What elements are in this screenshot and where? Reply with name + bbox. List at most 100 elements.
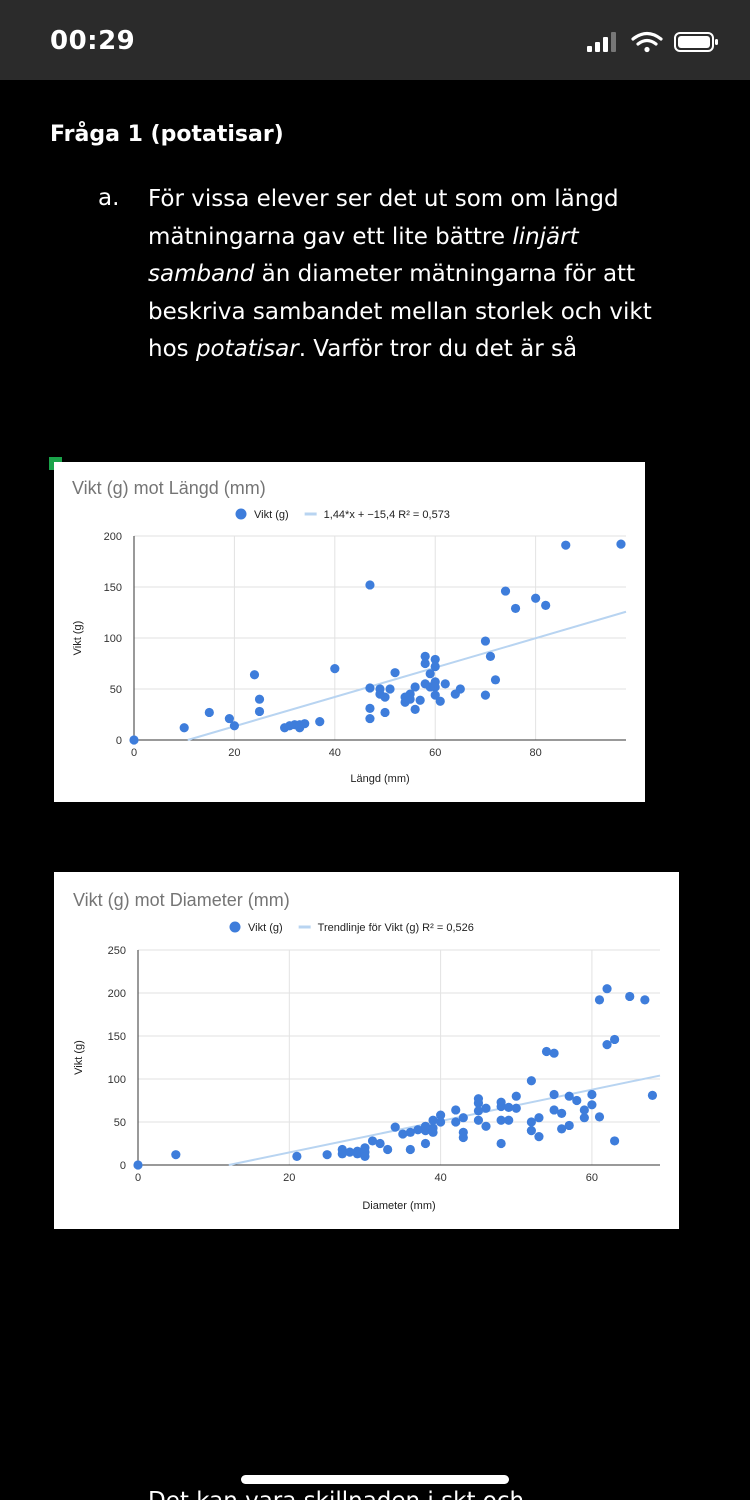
data-point [365,580,375,590]
data-point [579,1105,589,1115]
question-segment: hos [148,336,196,362]
legend-label-trendline: Trendlinje för Vikt (g) R² = 0,526 [318,922,474,934]
data-point [430,654,440,665]
data-point [428,1115,438,1125]
data-point [504,1102,514,1112]
data-point [420,658,430,669]
data-point [380,707,390,718]
data-point [564,1091,574,1101]
data-point [549,1089,559,1100]
legend-marker-points [229,921,241,933]
data-point [375,1138,385,1149]
legend-marker-points [235,508,247,520]
data-point [129,735,139,745]
data-point [420,651,430,661]
question-segment: . Varför tror du det är så [298,336,578,362]
data-point [390,668,400,678]
data-point [511,1091,521,1101]
data-point [616,539,626,549]
data-point [473,1098,484,1108]
x-tick-label: 40 [434,1172,446,1184]
data-point [365,713,375,724]
y-tick-label: 50 [110,684,122,696]
status-icons [587,31,718,53]
data-point [541,1046,552,1057]
data-point [625,991,635,1002]
question-line: För vissa elever ser det ut som om längd [148,181,708,219]
question-line: beskriva sambandet mellan storlek och vi… [148,294,708,332]
data-point [367,1136,378,1146]
data-point [541,600,551,610]
chart-weight-vs-length[interactable]: Vikt (g) mot Längd (mm) 0 50 100 150 200 0 20 40… [54,462,645,802]
data-point [587,1100,597,1110]
question-emphasis: linjärt [512,223,579,250]
data-point [610,1034,620,1045]
data-point [315,717,325,727]
data-point [594,995,605,1005]
question-segment: än diameter mätningarna för att [254,261,636,287]
data-point [425,669,435,679]
data-point [436,1117,446,1127]
data-point [647,1090,658,1100]
status-bar: 00:29 [0,0,750,80]
data-point [337,1149,347,1159]
legend-label-trendline: 1,44*x + −15,4 R² = 0,573 [324,509,450,521]
data-point [534,1132,544,1142]
data-point [430,682,440,692]
data-point [390,1122,400,1132]
data-point [204,707,214,718]
chart-weight-vs-diameter-plot: Vikt (g) mot Diameter (mm)05010015020025… [73,890,661,1212]
x-tick-label: 20 [283,1172,295,1184]
data-point [345,1147,355,1157]
data-point [534,1113,544,1123]
data-point [398,1129,408,1139]
data-point [526,1117,536,1127]
data-point [229,721,240,731]
data-point [480,690,491,700]
data-point [485,651,496,661]
data-point [413,1125,423,1135]
question-emphasis: samband [148,261,255,287]
next-text-partial: Det kan vara skillnaden i skt och [148,1488,524,1500]
data-point [440,679,450,689]
data-point [511,1103,521,1113]
x-axis-label: Längd (mm) [350,773,409,785]
signal-icon [587,32,616,52]
y-tick-label: 250 [108,945,126,957]
data-point [292,1151,302,1161]
data-point [504,1115,514,1125]
data-point [458,1113,468,1123]
data-point [481,1121,491,1131]
data-point [420,1121,431,1131]
data-point [561,540,571,550]
y-tick-label: 150 [108,1031,126,1043]
y-tick-label: 200 [108,988,126,1000]
data-point [249,670,260,680]
chart-weight-vs-length-plot: Vikt (g) mot Längd (mm) 0 50 100 150 200 0 20 40… [72,478,627,785]
question-line: samband än diameter mätningarna för att [148,256,708,294]
x-tick-label: 40 [329,747,341,759]
data-point [481,1103,491,1113]
status-time: 00:29 [50,26,136,56]
data-point [473,1115,484,1125]
data-point [602,1040,612,1050]
x-tick-label: 0 [135,1172,141,1184]
data-point [224,713,234,724]
data-point [572,1095,582,1106]
data-point [579,1113,589,1123]
data-point [383,1144,393,1155]
question-emphasis: potatisar [195,336,299,362]
data-point [428,1127,438,1137]
home-indicator[interactable] [241,1475,509,1484]
y-tick-label: 0 [120,1160,126,1172]
chart-title: Vikt (g) mot Längd (mm) [72,478,266,498]
question-marker: a. [98,185,120,211]
data-point [365,683,375,693]
data-point [405,1144,415,1155]
data-point [254,706,265,717]
data-point [420,1138,431,1149]
data-point [330,664,340,674]
chart-weight-vs-diameter[interactable]: Vikt (g) mot Diameter (mm) 0 50 100 150 200 25… [54,872,679,1229]
data-point [549,1105,559,1115]
x-tick-label: 20 [228,747,240,759]
